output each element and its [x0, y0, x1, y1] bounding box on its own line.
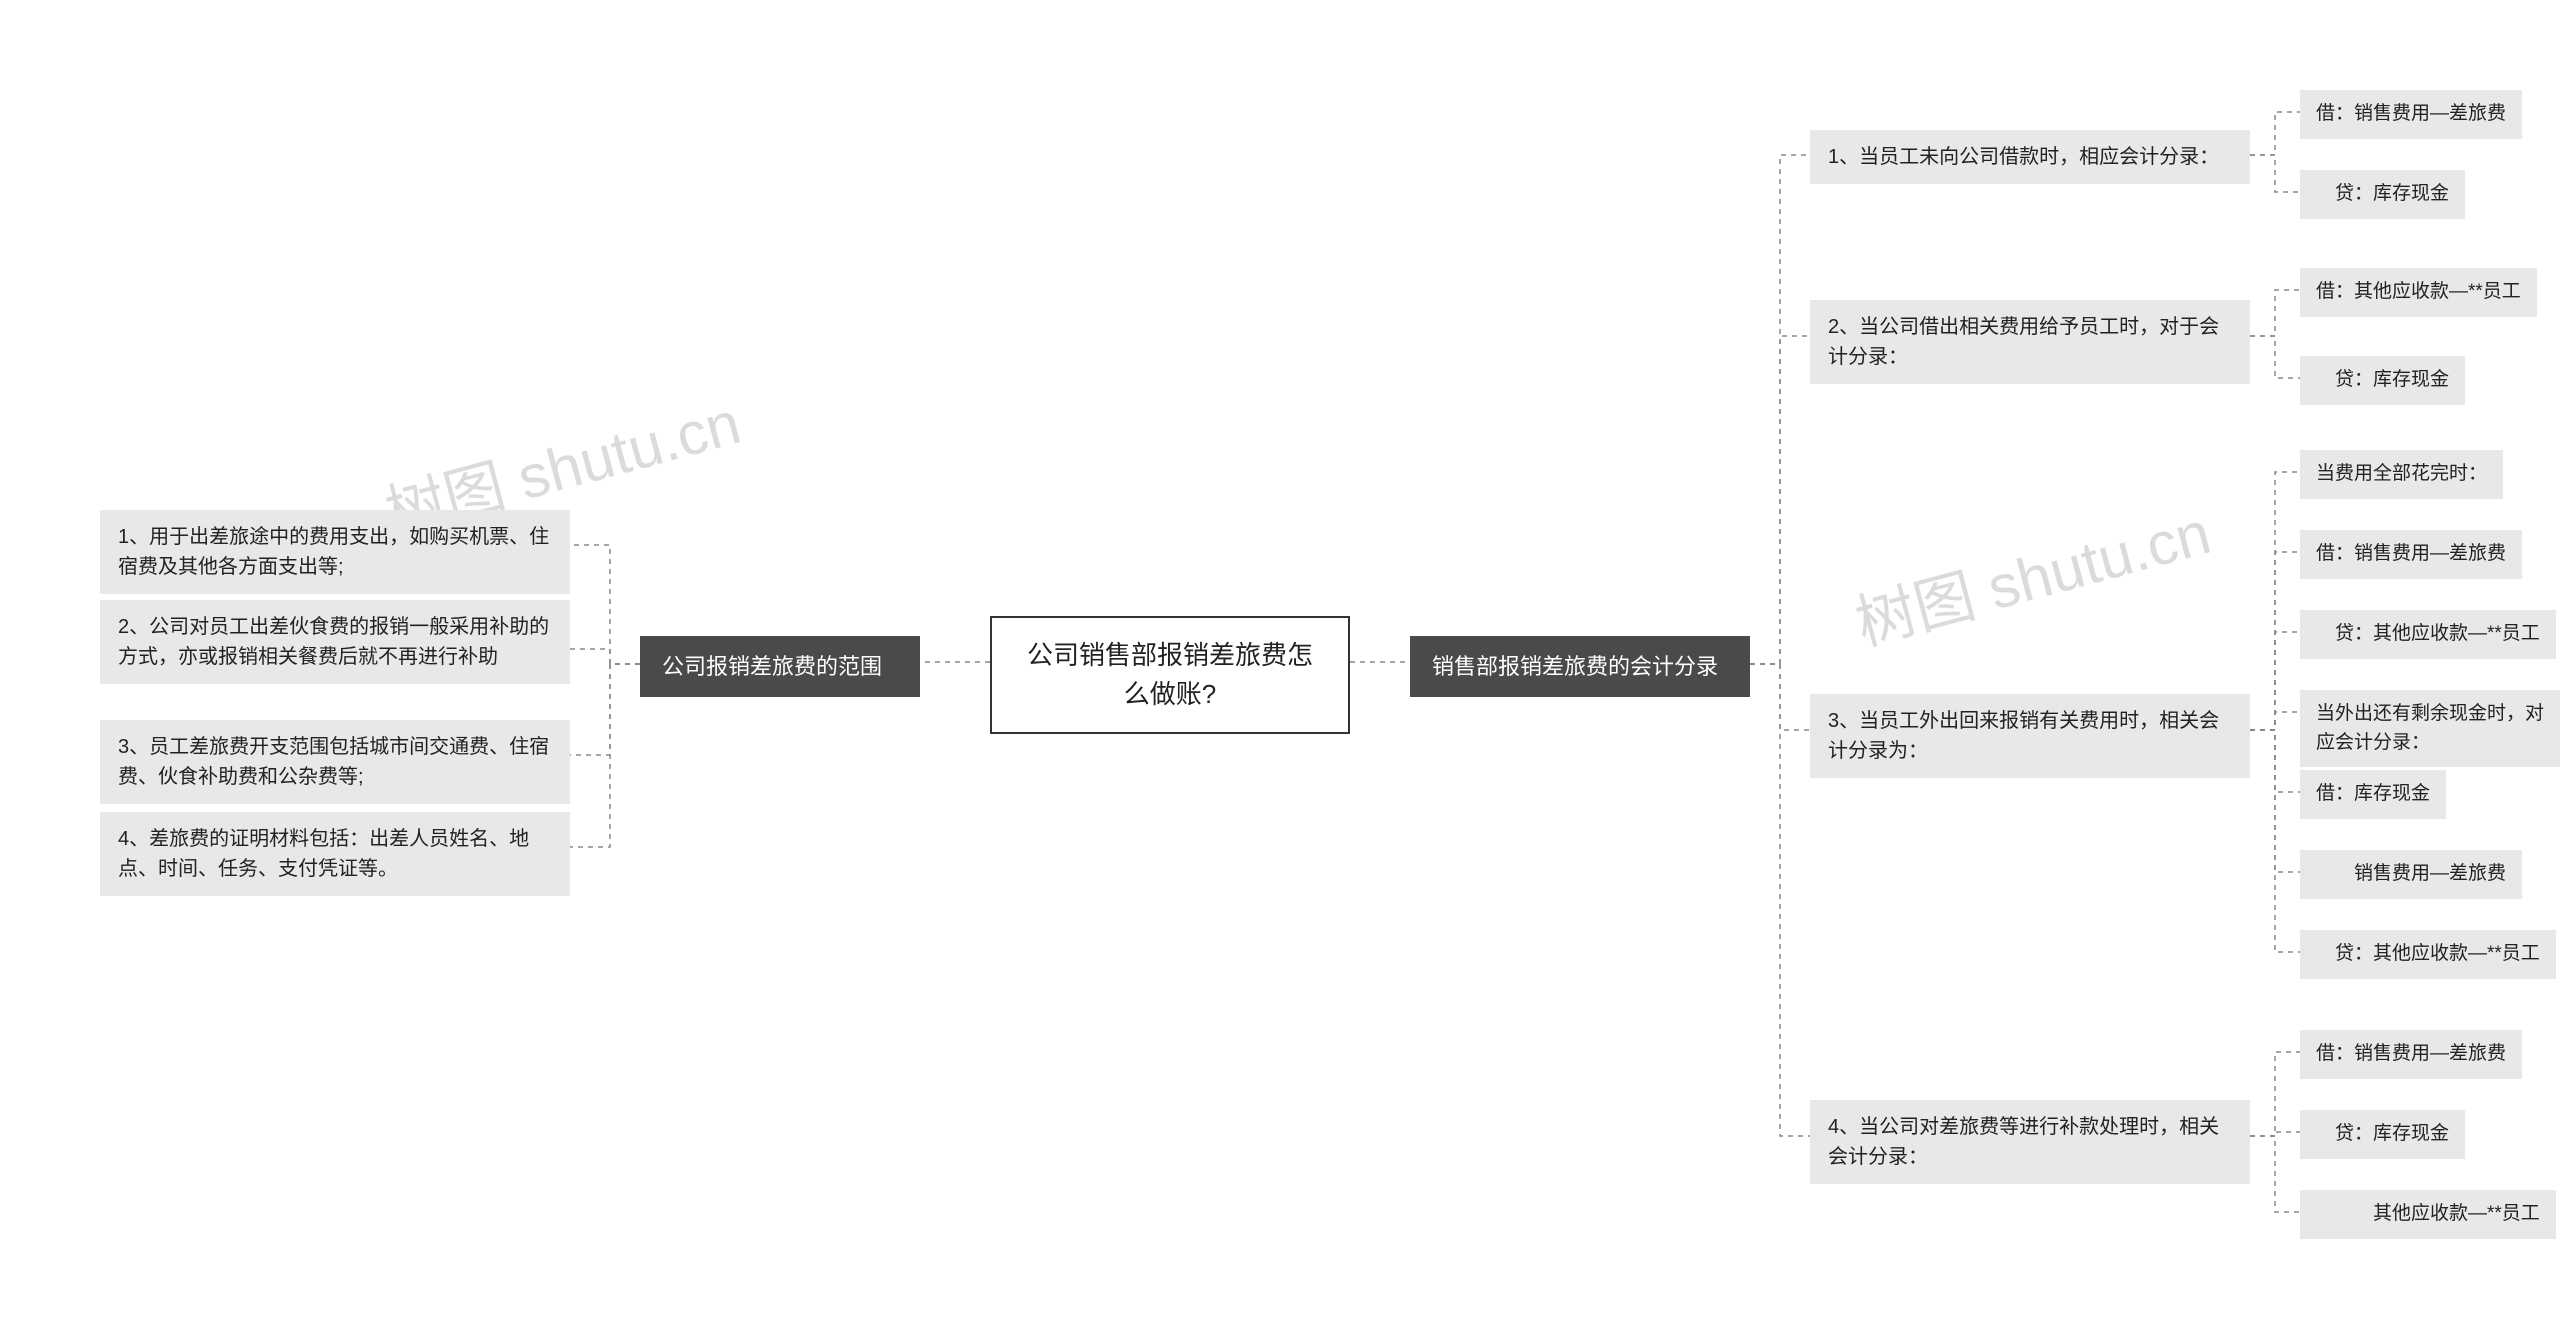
right-sub-text: 3、当员工外出回来报销有关费用时，相关会计分录为： — [1828, 710, 2219, 762]
right-sub: 4、当公司对差旅费等进行补款处理时，相关会计分录： — [1810, 1100, 2250, 1184]
right-leaf: 其他应收款—**员工 — [2300, 1190, 2556, 1239]
right-leaf-text: 贷：库存现金 — [2316, 1123, 2449, 1144]
left-item: 2、公司对员工出差伙食费的报销一般采用补助的方式，亦或报销相关餐费后就不再进行补… — [100, 600, 570, 684]
right-main-node: 销售部报销差旅费的会计分录 — [1410, 636, 1750, 697]
left-item-text: 4、差旅费的证明材料包括：出差人员姓名、地点、时间、任务、支付凭证等。 — [118, 828, 529, 880]
right-leaf-text: 借：销售费用—差旅费 — [2316, 543, 2506, 564]
right-leaf: 借：销售费用—差旅费 — [2300, 530, 2522, 579]
left-main-node: 公司报销差旅费的范围 — [640, 636, 920, 697]
right-sub-text: 1、当员工未向公司借款时，相应会计分录： — [1828, 146, 2219, 168]
right-leaf-text: 借：销售费用—差旅费 — [2316, 1043, 2506, 1064]
left-item-text: 2、公司对员工出差伙食费的报销一般采用补助的方式，亦或报销相关餐费后就不再进行补… — [118, 616, 549, 668]
right-leaf-text: 贷：库存现金 — [2316, 369, 2449, 390]
left-item-text: 3、员工差旅费开支范围包括城市间交通费、住宿费、伙食补助费和公杂费等; — [118, 736, 549, 788]
right-sub-text: 4、当公司对差旅费等进行补款处理时，相关会计分录： — [1828, 1116, 2219, 1168]
right-leaf-text: 借：库存现金 — [2316, 783, 2430, 804]
right-leaf-text: 其他应收款—**员工 — [2316, 1203, 2540, 1224]
left-item: 1、用于出差旅途中的费用支出，如购买机票、住宿费及其他各方面支出等; — [100, 510, 570, 594]
left-item: 4、差旅费的证明材料包括：出差人员姓名、地点、时间、任务、支付凭证等。 — [100, 812, 570, 896]
right-leaf-text: 借：销售费用—差旅费 — [2316, 103, 2506, 124]
right-leaf: 借：库存现金 — [2300, 770, 2446, 819]
left-item-text: 1、用于出差旅途中的费用支出，如购买机票、住宿费及其他各方面支出等; — [118, 526, 549, 578]
right-sub: 1、当员工未向公司借款时，相应会计分录： — [1810, 130, 2250, 184]
center-node: 公司销售部报销差旅费怎么做账? — [990, 616, 1350, 734]
right-leaf-text: 借：其他应收款—**员工 — [2316, 281, 2521, 302]
watermark: 树图 shutu.cn — [1845, 484, 2219, 662]
left-item: 3、员工差旅费开支范围包括城市间交通费、住宿费、伙食补助费和公杂费等; — [100, 720, 570, 804]
right-leaf: 贷：库存现金 — [2300, 1110, 2465, 1159]
right-leaf: 贷：其他应收款—**员工 — [2300, 930, 2556, 979]
right-sub: 3、当员工外出回来报销有关费用时，相关会计分录为： — [1810, 694, 2250, 778]
right-leaf: 借：销售费用—差旅费 — [2300, 1030, 2522, 1079]
left-main-text: 公司报销差旅费的范围 — [662, 654, 882, 679]
right-leaf: 贷：库存现金 — [2300, 170, 2465, 219]
right-leaf-text: 贷：其他应收款—**员工 — [2316, 943, 2540, 964]
right-leaf: 贷：库存现金 — [2300, 356, 2465, 405]
right-leaf: 借：销售费用—差旅费 — [2300, 90, 2522, 139]
right-leaf-text: 当外出还有剩余现金时，对应会计分录： — [2316, 703, 2544, 753]
right-leaf: 借：其他应收款—**员工 — [2300, 268, 2537, 317]
right-sub: 2、当公司借出相关费用给予员工时，对于会计分录： — [1810, 300, 2250, 384]
right-leaf: 当外出还有剩余现金时，对应会计分录： — [2300, 690, 2560, 767]
center-text: 公司销售部报销差旅费怎么做账? — [1027, 640, 1313, 709]
right-leaf: 当费用全部花完时： — [2300, 450, 2503, 499]
right-main-text: 销售部报销差旅费的会计分录 — [1432, 654, 1718, 679]
right-leaf: 贷：其他应收款—**员工 — [2300, 610, 2556, 659]
right-leaf-text: 销售费用—差旅费 — [2316, 863, 2506, 884]
right-sub-text: 2、当公司借出相关费用给予员工时，对于会计分录： — [1828, 316, 2219, 368]
right-leaf-text: 当费用全部花完时： — [2316, 463, 2487, 484]
right-leaf-text: 贷：其他应收款—**员工 — [2316, 623, 2540, 644]
right-leaf-text: 贷：库存现金 — [2316, 183, 2449, 204]
right-leaf: 销售费用—差旅费 — [2300, 850, 2522, 899]
